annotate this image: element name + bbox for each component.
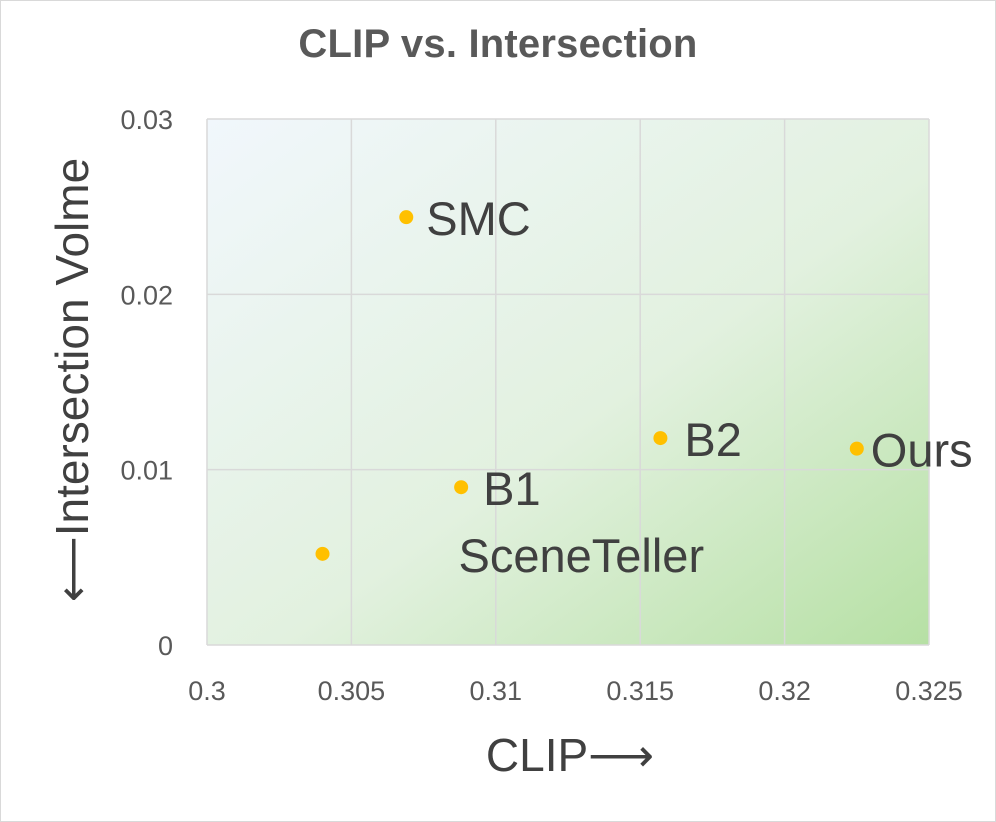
y-axis-ticks: 0 0.01 0.02 0.03 xyxy=(120,105,173,661)
data-label: B2 xyxy=(684,413,742,466)
x-tick-label: 0.3 xyxy=(188,676,226,706)
x-tick-label: 0.305 xyxy=(318,676,386,706)
data-point-b1 xyxy=(454,480,469,495)
data-label: B1 xyxy=(483,462,541,515)
x-axis-ticks: 0.3 0.305 0.31 0.315 0.32 0.325 xyxy=(188,676,963,706)
data-point-b2 xyxy=(653,431,668,446)
x-tick-label: 0.315 xyxy=(606,676,674,706)
grid-lines xyxy=(206,118,930,646)
data-point-sceneteller xyxy=(315,546,330,561)
data-point-ours xyxy=(849,441,864,456)
y-tick-label: 0 xyxy=(158,631,173,661)
data-label: SMC xyxy=(426,192,530,245)
chart-title: CLIP vs. Intersection xyxy=(298,22,698,66)
x-axis-label: CLIP⟶ xyxy=(485,729,655,781)
x-tick-label: 0.32 xyxy=(758,676,811,706)
x-tick-label: 0.325 xyxy=(895,676,963,706)
data-points: SMC B1 SceneTeller B2 Ours xyxy=(315,192,973,582)
data-label: Ours xyxy=(871,424,973,477)
x-tick-label: 0.31 xyxy=(470,676,523,706)
data-label: SceneTeller xyxy=(459,529,705,582)
y-tick-label: 0.03 xyxy=(120,105,173,135)
y-axis-label: ⟵Intersection Volme xyxy=(46,157,98,603)
data-point-smc xyxy=(399,210,414,225)
y-tick-label: 0.01 xyxy=(120,456,173,486)
y-tick-label: 0.02 xyxy=(120,280,173,310)
